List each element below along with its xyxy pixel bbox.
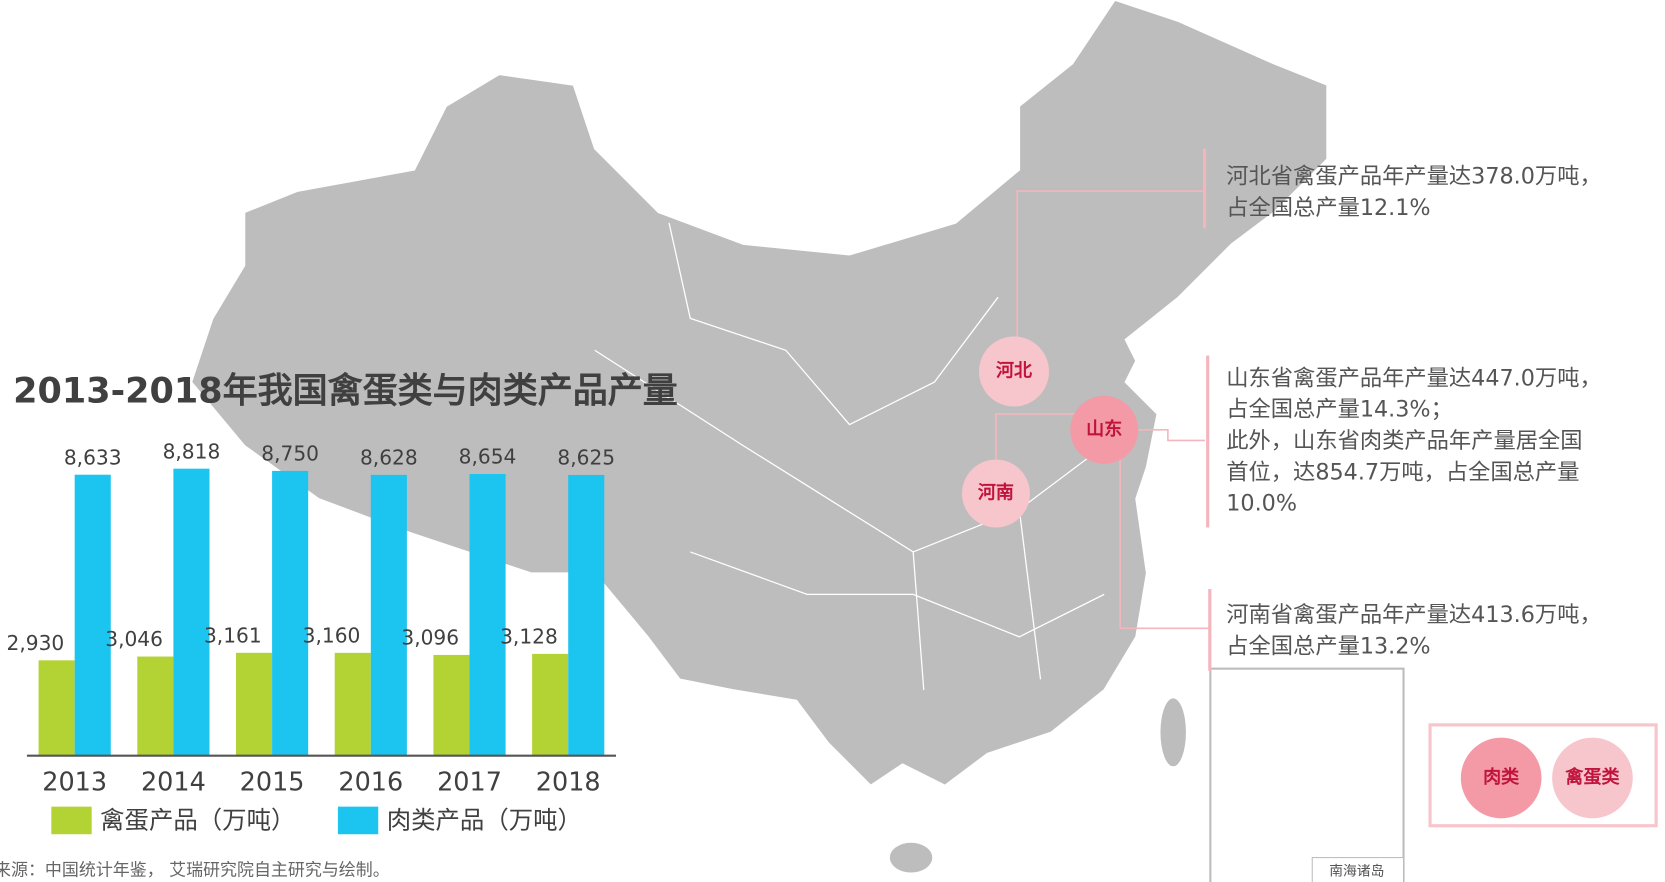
bar [370,474,407,756]
annotation-text: 10.0% [1226,491,1297,517]
x-tick-label: 2013 [42,767,107,797]
value-label: 8,818 [163,439,221,463]
chart-title: 2013-2018年我国禽蛋类与肉类产品产量 [13,371,678,412]
annotation-bar [1202,148,1207,229]
map-legend-marker [1552,737,1633,819]
bar [469,474,506,756]
value-label: 8,654 [459,445,517,469]
inset-label-box [1311,857,1405,882]
source: 来源：中国统计年鉴， 艾瑞研究院自主研究与绘制。 [0,860,390,880]
bar [173,468,210,756]
province-marker [961,459,1030,528]
value-label: 3,128 [500,624,558,648]
annotation-bar [1206,355,1210,528]
map-shape [190,0,1328,787]
bar [532,653,569,756]
x-tick-label: 2015 [240,767,305,797]
inset-box [1209,667,1405,882]
annotation-text: 占全国总产量13.2% [1226,633,1430,659]
annotation-text: 此外，山东省肉类产品年产量居全国 [1226,428,1582,454]
x-tick-label: 2014 [141,767,206,797]
value-label: 2,930 [7,631,65,655]
province-marker [978,336,1050,407]
value-label: 3,161 [204,623,262,647]
value-label: 3,096 [401,626,459,650]
hainan [889,842,933,873]
legend-label: 禽蛋产品（万吨） [100,806,295,835]
bar [568,474,605,756]
province-borders [594,222,1105,690]
bar [137,656,174,756]
province-label: 河南 [978,482,1014,504]
province-label: 河北 [996,360,1032,381]
value-label: 8,625 [557,446,615,470]
annotation-text: 首位，达854.7万吨，占全国总产量 [1226,459,1579,485]
legend-label: 肉类产品（万吨） [387,806,582,835]
x-tick-label: 2017 [437,767,502,797]
value-label: 3,160 [303,623,361,647]
value-label: 3,046 [105,627,163,651]
map-legend-marker [1460,737,1542,819]
bar [433,654,470,756]
province-marker [1070,395,1139,464]
china-map: 南海诸岛 河北 山东 河南 肉类 禽蛋类 [190,0,1658,882]
value-label: 8,633 [64,445,122,469]
annotation-text: 河北省禽蛋产品年产量达378.0万吨， [1226,164,1601,190]
annotation-text: 河南省禽蛋产品年产量达413.6万吨， [1226,602,1601,628]
annotation-text: 占全国总产量12.1% [1226,195,1430,221]
x-tick-label: 2016 [338,767,403,797]
bar [272,470,309,756]
annotation-text: 山东省禽蛋产品年产量达447.0万吨， [1226,365,1601,391]
bar [236,652,273,756]
legend-swatch [337,806,379,835]
map-legend-label: 禽蛋类 [1564,766,1620,788]
taiwan [1160,698,1186,767]
inset-label: 南海诸岛 [1329,863,1384,879]
map-legend-label: 肉类 [1483,766,1520,788]
province-label: 山东 [1086,418,1122,440]
x-tick-label: 2018 [536,767,601,797]
bar [74,474,111,756]
annotation-text: 占全国总产量14.3%； [1226,397,1453,423]
bar [38,660,75,756]
value-label: 8,750 [261,441,319,465]
value-label: 8,628 [360,445,418,469]
legend-swatch [51,806,92,835]
annotation-bar [1208,589,1212,671]
bar [334,652,371,756]
